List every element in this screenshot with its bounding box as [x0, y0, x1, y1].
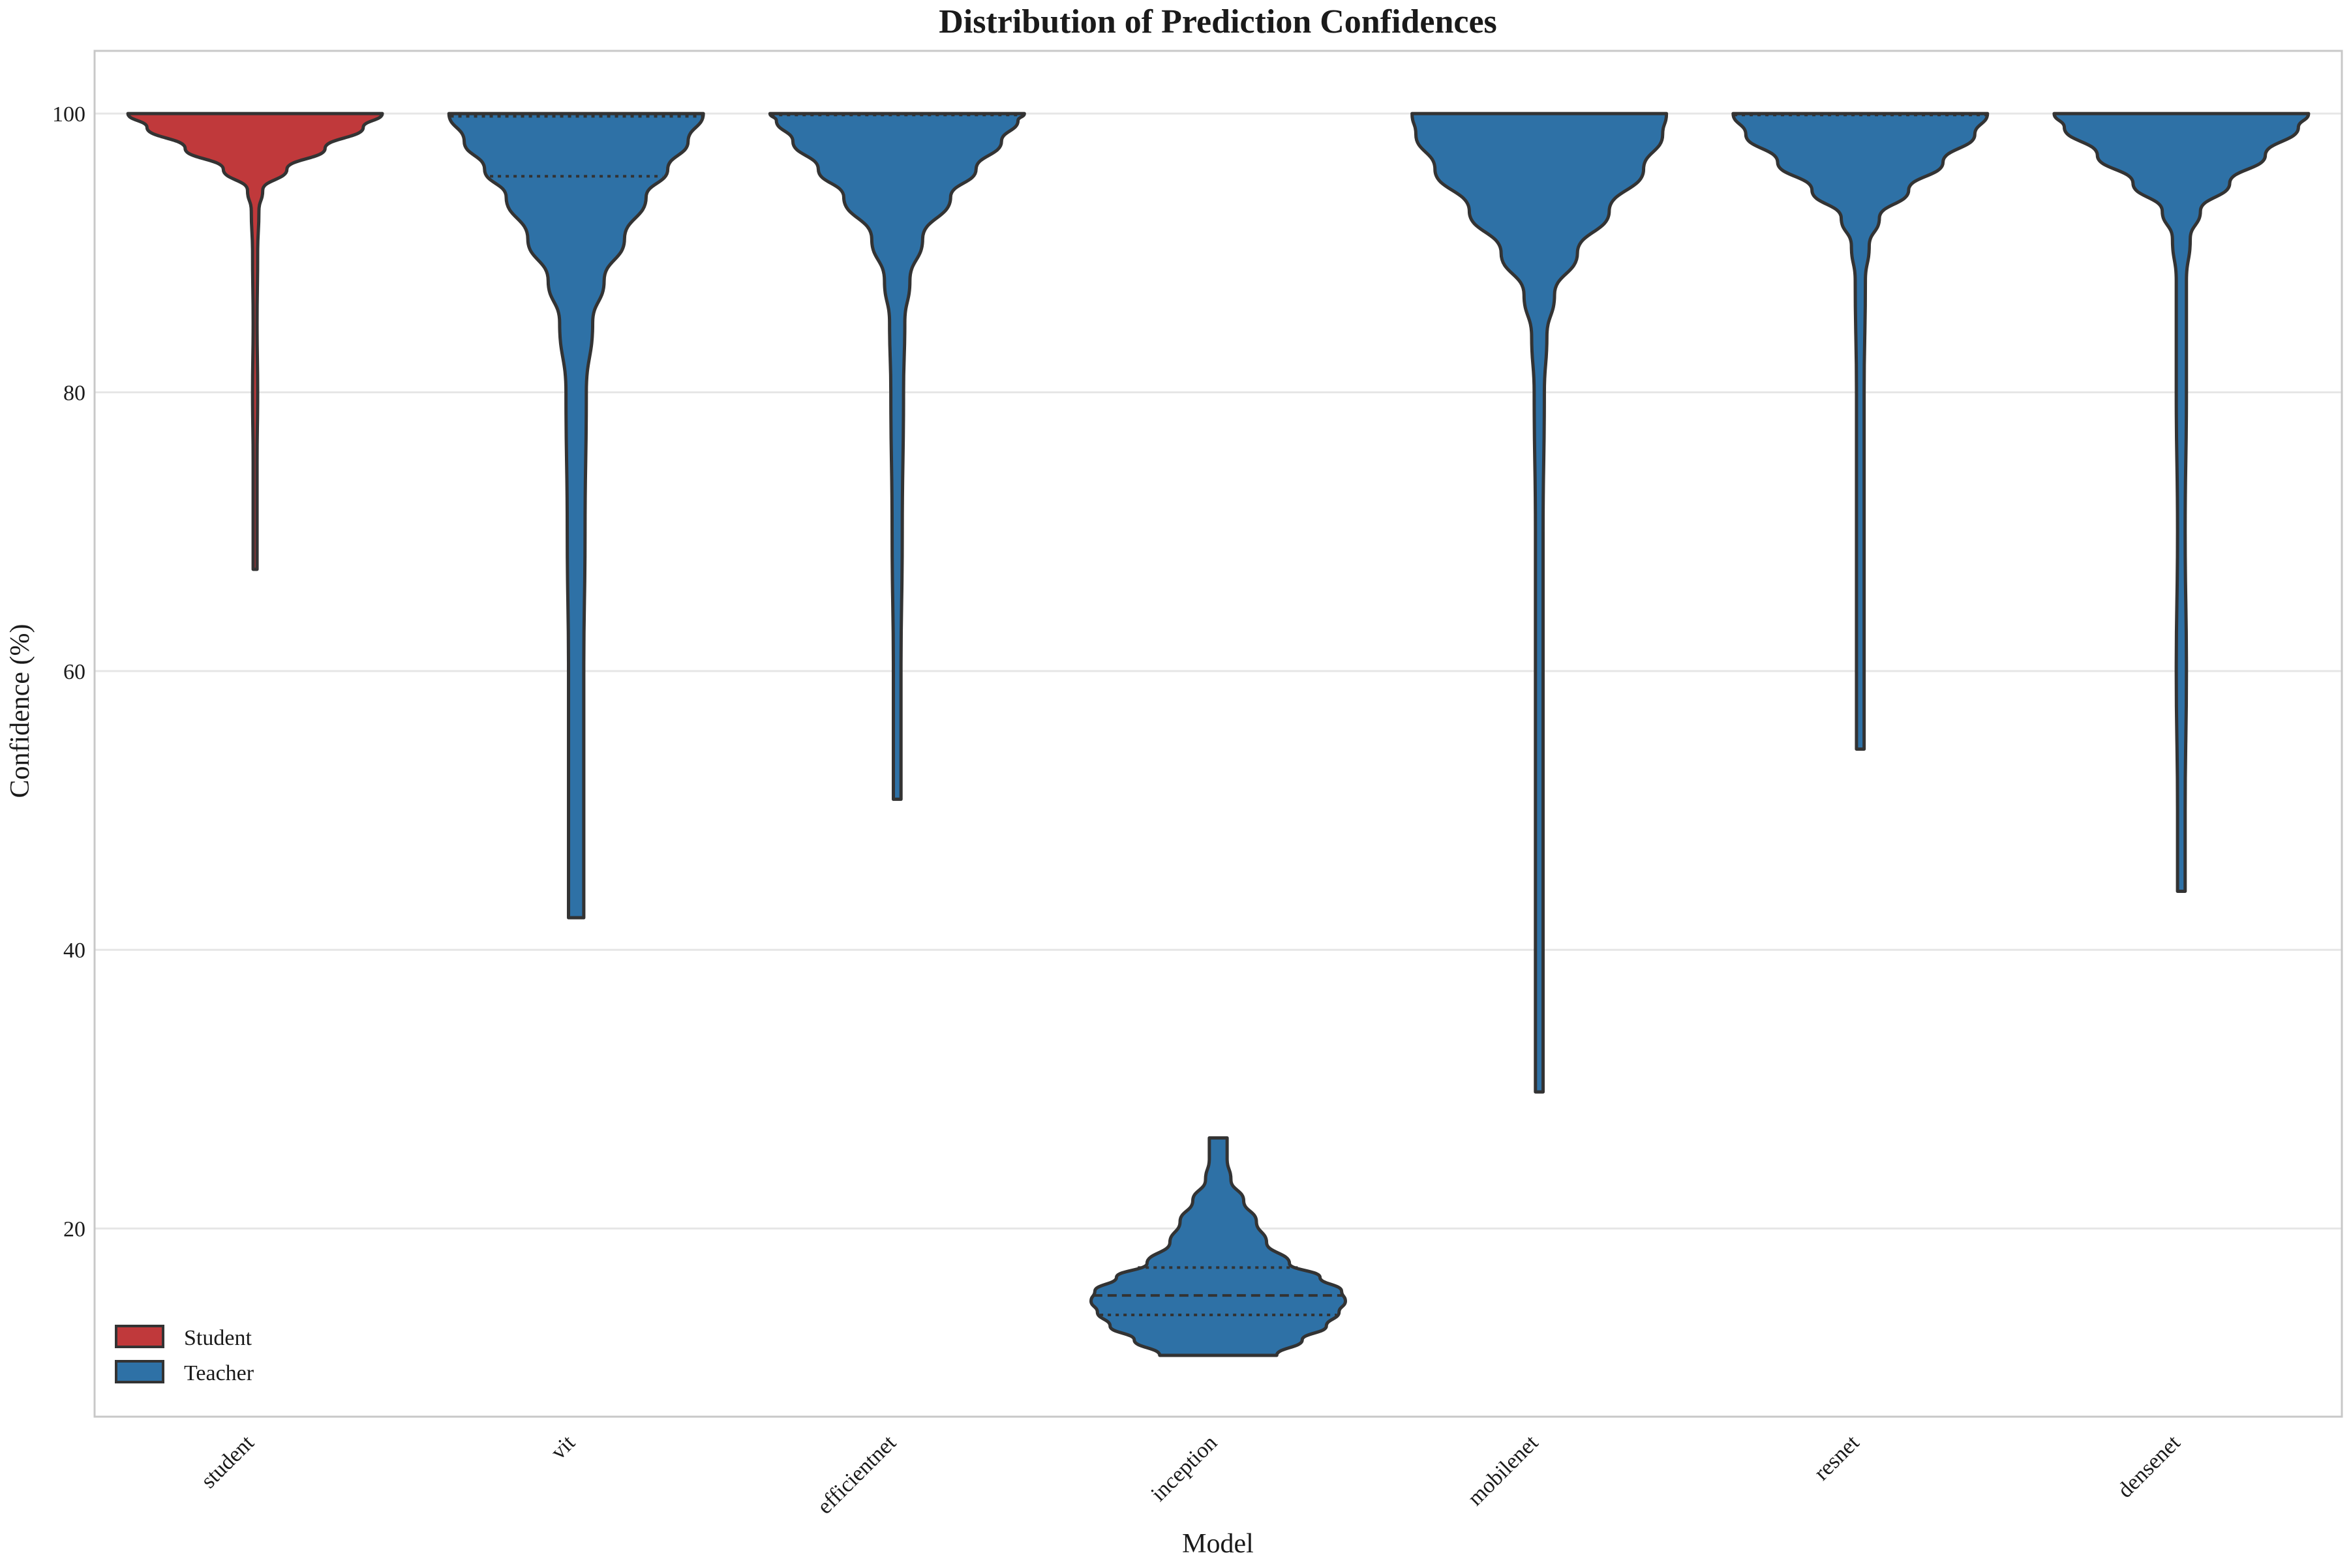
chart-title: Distribution of Prediction Confidences [939, 3, 1497, 40]
violin-efficientnet [768, 112, 1026, 801]
violins [126, 112, 2311, 1357]
violin-resnet [1731, 112, 1990, 751]
violin-mobilenet [1410, 112, 1669, 1094]
y-tick-label: 60 [63, 660, 85, 684]
violin-vit [447, 112, 705, 920]
violin-student [126, 112, 384, 571]
y-tick-label: 20 [63, 1218, 85, 1242]
legend: Student Teacher [115, 1325, 254, 1385]
plot-frame [93, 50, 2343, 1418]
violin-densenet [2052, 112, 2311, 893]
legend-swatch-student [115, 1325, 164, 1348]
legend-swatch-teacher [115, 1360, 164, 1383]
y-tick-label: 80 [63, 382, 85, 406]
y-axis-label: Confidence (%) [5, 624, 35, 798]
legend-label-student: Student [184, 1326, 252, 1350]
gridlines [95, 112, 2342, 1230]
legend-label-teacher: Teacher [184, 1361, 254, 1385]
y-tick-label: 40 [63, 939, 85, 963]
x-axis-label: Model [1182, 1529, 1254, 1559]
violin-inception [1089, 1136, 1347, 1357]
y-tick-label: 100 [52, 102, 85, 127]
